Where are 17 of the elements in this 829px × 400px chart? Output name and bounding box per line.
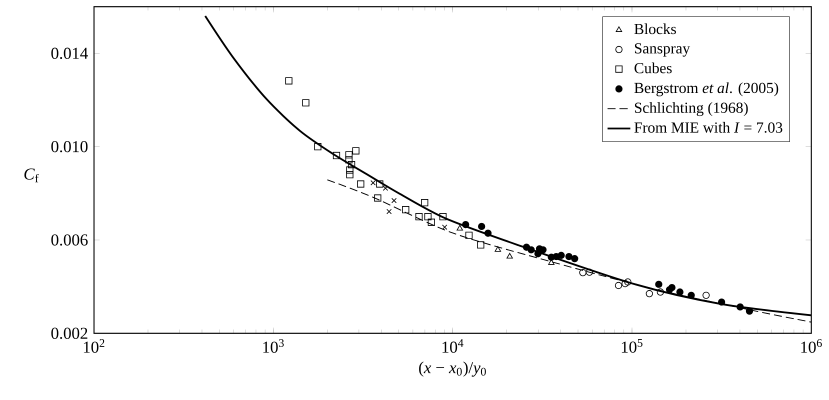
x-tick-label: 10$^{3}$: [263, 339, 284, 353]
legend-label: Bergstrom et al. (2005): [634, 82, 778, 96]
y-tick-label: 0.002: [51, 328, 88, 339]
x-tick-label: 10$^{2}$: [84, 339, 104, 353]
legend-label: Cubes: [634, 62, 672, 74]
y-tick-label: 0.014: [51, 48, 88, 59]
x-tick-label: 10$^{6}$: [801, 339, 822, 353]
y-tick-label: 0.006: [51, 234, 88, 246]
legend-label: From MIE with I = 7.03: [634, 122, 782, 133]
x-axis-title: (x − x$_{0}$)/y$_{0}$: [419, 362, 486, 377]
legend-label: Schlichting (1968): [634, 102, 748, 116]
x-tick-label: 10$^{4}$: [442, 339, 464, 353]
y-tick-label: 0.010: [51, 141, 88, 152]
x-tick-label: 10$^{5}$: [622, 339, 642, 353]
y-axis-title: C$_{f}$: [24, 168, 39, 182]
legend-label: Sanspray: [634, 43, 690, 57]
legend-label: Blocks: [634, 23, 676, 34]
